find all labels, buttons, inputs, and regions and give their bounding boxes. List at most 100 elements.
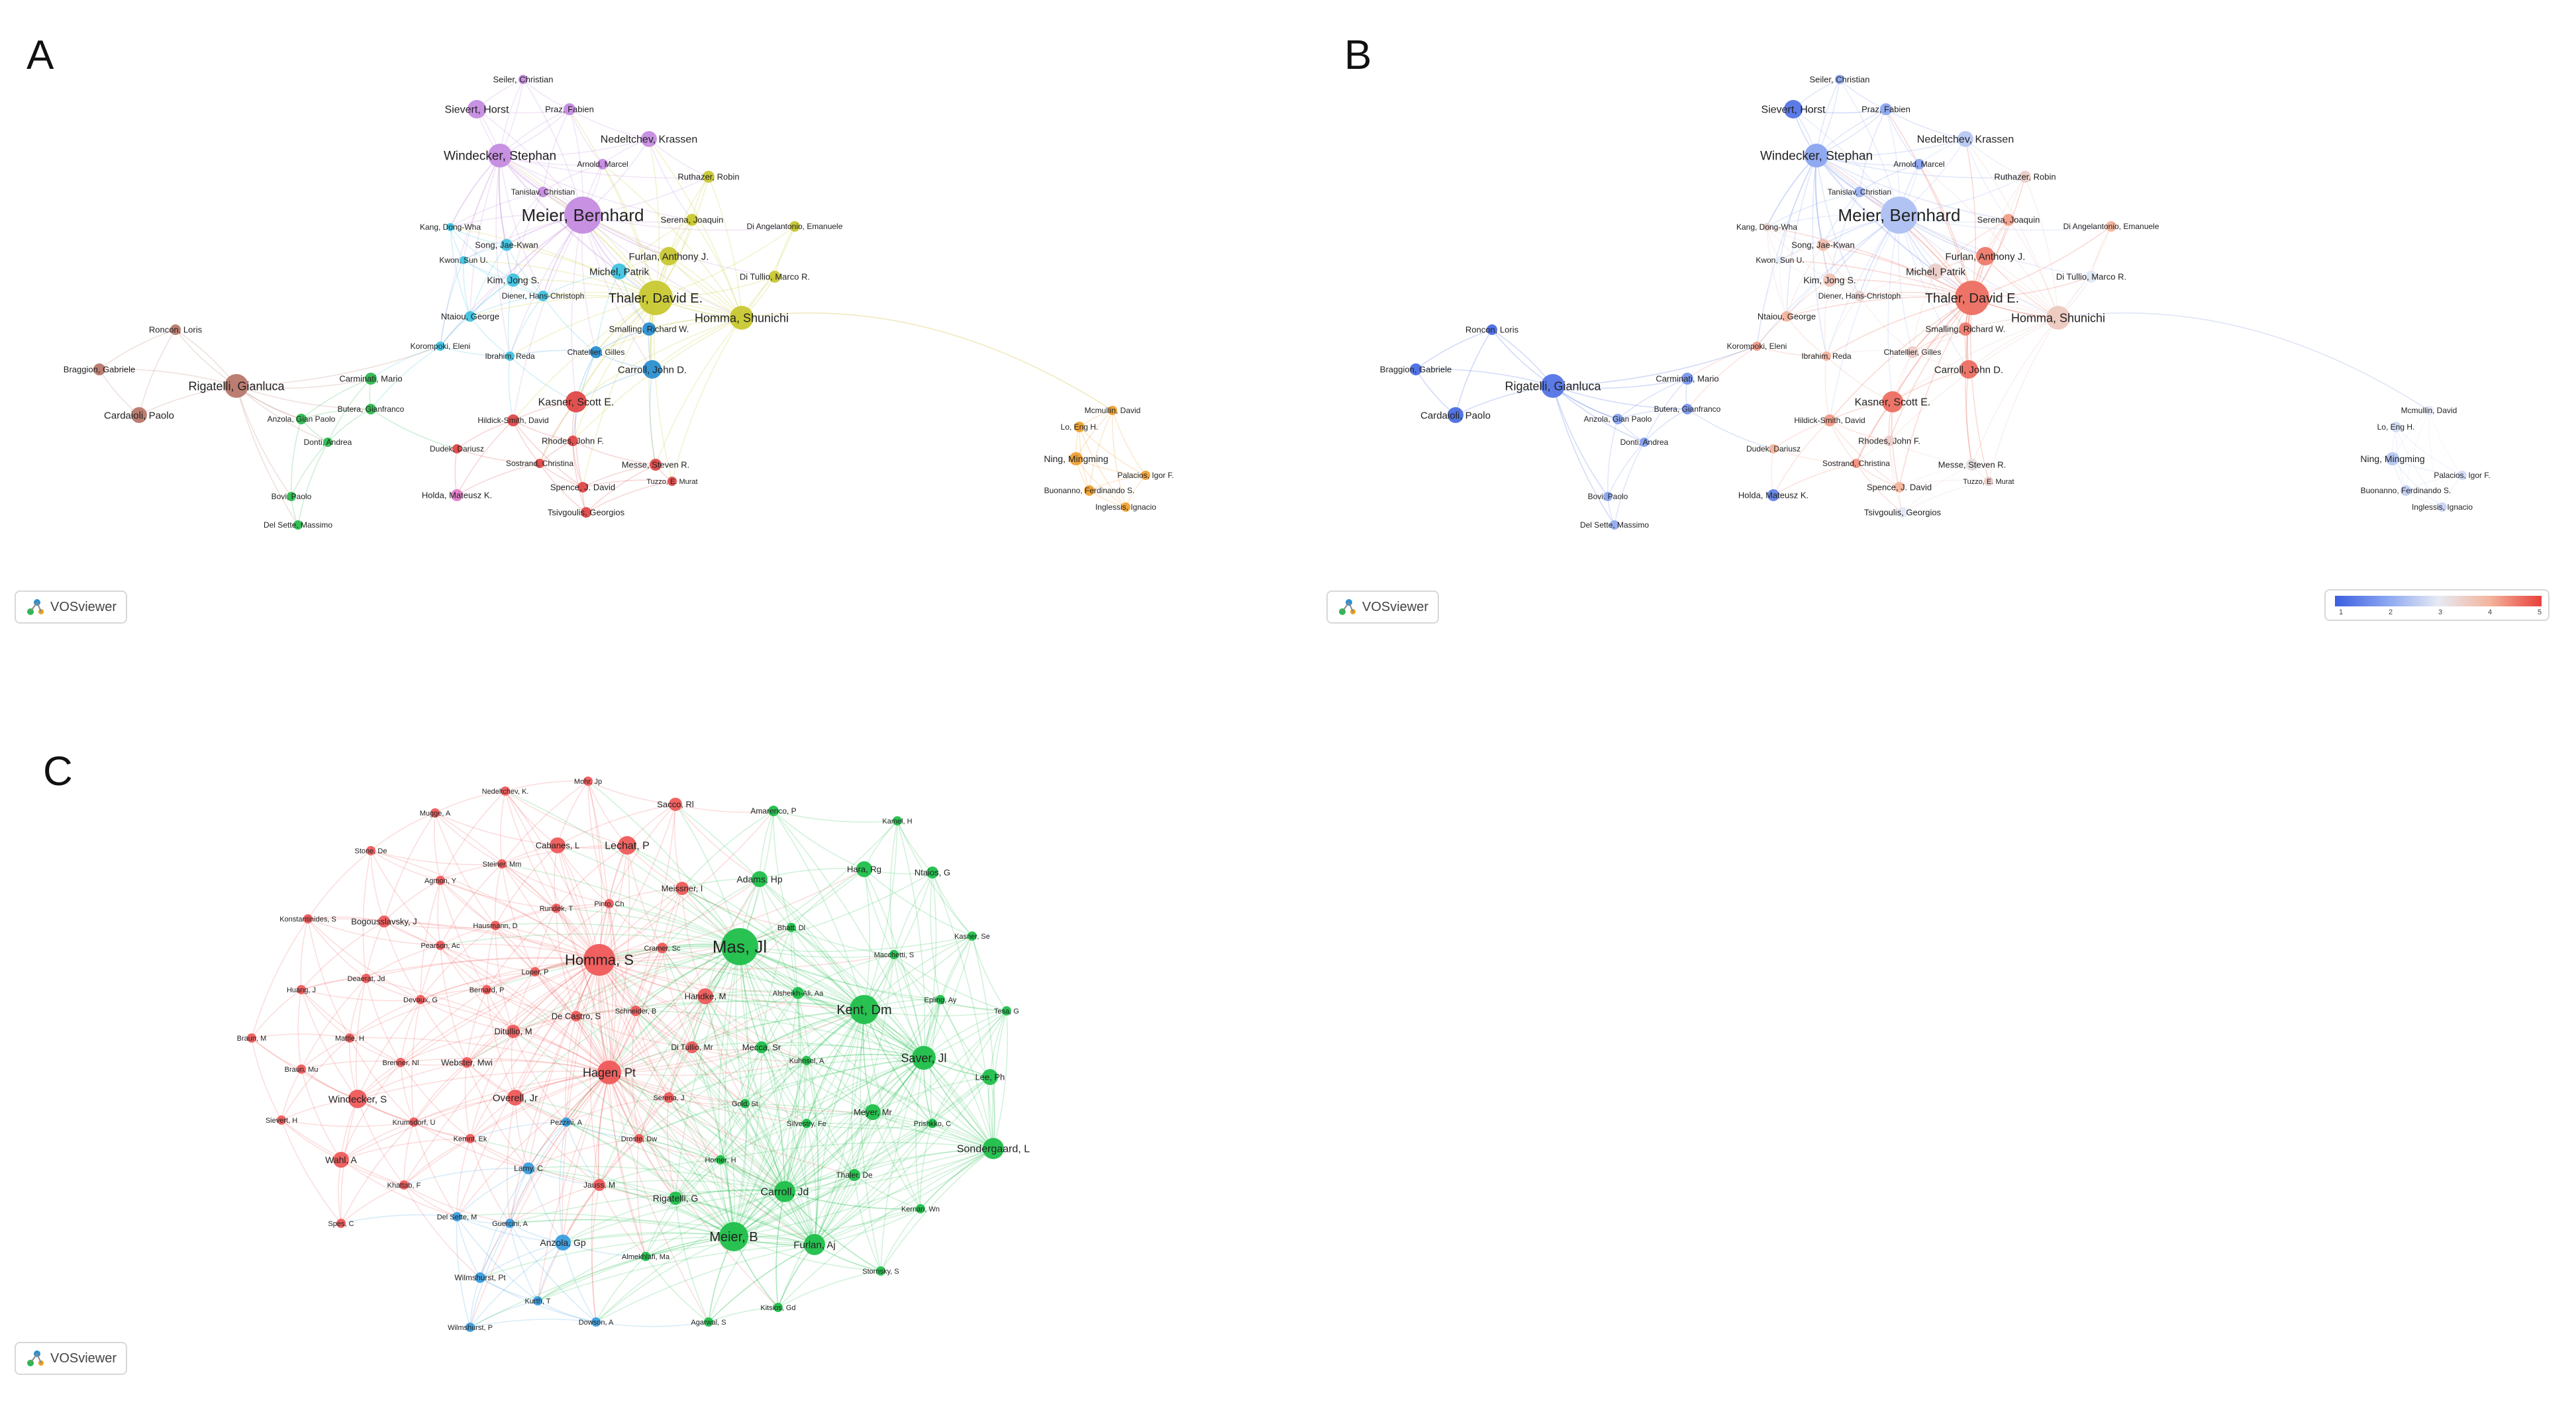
node-circle[interactable] xyxy=(802,1056,811,1065)
node-circle[interactable] xyxy=(2457,471,2467,480)
node-circle[interactable] xyxy=(802,1119,811,1128)
node-circle[interactable] xyxy=(366,846,375,855)
node-circle[interactable] xyxy=(507,1090,523,1106)
node-circle[interactable] xyxy=(491,921,500,930)
node-circle[interactable] xyxy=(1141,471,1150,480)
network-node[interactable]: Windecker, S xyxy=(328,1090,387,1108)
network-node[interactable]: Serena, Joaquin xyxy=(1977,214,2040,226)
network-node[interactable]: Hagen, Pt xyxy=(583,1061,636,1084)
node-circle[interactable] xyxy=(1448,407,1463,423)
network-node[interactable]: Devaux, G xyxy=(403,995,438,1004)
network-node[interactable]: Pezzini, A xyxy=(550,1117,583,1127)
network-node[interactable]: Ning, Mingming xyxy=(1044,452,1109,465)
node-circle[interactable] xyxy=(562,1117,571,1127)
node-circle[interactable] xyxy=(669,798,682,811)
network-node[interactable]: Serena, J xyxy=(653,1092,685,1103)
node-circle[interactable] xyxy=(535,459,544,468)
network-node[interactable]: Dudek, Dariusz xyxy=(1746,444,1801,453)
network-node[interactable]: Ntaios, G xyxy=(915,867,950,878)
node-circle[interactable] xyxy=(768,806,779,816)
node-circle[interactable] xyxy=(277,1115,286,1125)
node-circle[interactable] xyxy=(1984,477,1993,486)
node-circle[interactable] xyxy=(436,941,445,950)
network-node[interactable]: Braun, Mu xyxy=(285,1064,319,1074)
network-node[interactable]: Mecca, Sr xyxy=(742,1041,781,1053)
network-node[interactable]: Serena, Joaquin xyxy=(661,214,724,226)
node-circle[interactable] xyxy=(224,374,248,398)
network-node[interactable]: Messe, Steven R. xyxy=(622,459,690,471)
network-node[interactable]: Silvestry, Fe xyxy=(787,1119,826,1128)
node-circle[interactable] xyxy=(1084,485,1095,496)
network-node[interactable]: Nedeltchev, Krassen xyxy=(1917,131,2014,147)
network-node[interactable]: Hausmann, D xyxy=(473,921,518,930)
node-circle[interactable] xyxy=(522,1162,534,1174)
network-node[interactable]: Kuhnsel, A xyxy=(789,1056,824,1065)
network-node[interactable]: Ditullio, M xyxy=(494,1025,532,1038)
network-node[interactable]: Chatellier, Gilles xyxy=(568,346,625,358)
network-node[interactable]: Agarwal, S xyxy=(691,1317,726,1327)
node-circle[interactable] xyxy=(850,995,879,1024)
node-circle[interactable] xyxy=(1769,444,1778,453)
node-circle[interactable] xyxy=(657,943,668,953)
network-node[interactable]: Huang, J xyxy=(287,985,316,994)
network-node[interactable]: Kwon, Sun U. xyxy=(1756,256,1804,265)
network-node[interactable]: Mcmullin, David xyxy=(2401,406,2457,415)
network-node[interactable]: Almekhlafi, Ma xyxy=(622,1252,670,1261)
network-node[interactable]: Meyer, Mr xyxy=(854,1104,893,1120)
network-node[interactable]: Rhodes, John F. xyxy=(1858,436,1920,446)
network-node[interactable]: Macchetti, S xyxy=(874,950,915,959)
node-circle[interactable] xyxy=(297,985,306,994)
network-node[interactable]: Rhodes, John F. xyxy=(542,436,604,446)
network-node[interactable]: Rigatelli, Gianluca xyxy=(188,374,285,398)
node-circle[interactable] xyxy=(1002,1006,1011,1015)
node-circle[interactable] xyxy=(287,492,296,501)
network-node[interactable]: Thaler, David E. xyxy=(609,281,703,315)
node-circle[interactable] xyxy=(756,1041,768,1053)
node-circle[interactable] xyxy=(436,342,445,351)
node-circle[interactable] xyxy=(571,1011,581,1021)
node-circle[interactable] xyxy=(1928,263,1944,279)
network-node[interactable]: Song, Jae-Kwan xyxy=(475,239,538,251)
network-node[interactable]: Pinto, Ch xyxy=(594,899,624,908)
network-node[interactable]: Arnold, Marcel xyxy=(577,159,628,169)
node-circle[interactable] xyxy=(2019,171,2031,183)
node-circle[interactable] xyxy=(507,414,519,426)
node-circle[interactable] xyxy=(1881,197,1918,234)
network-node[interactable]: Kim, Jong S. xyxy=(487,273,540,287)
node-circle[interactable] xyxy=(323,438,332,447)
network-node[interactable]: Rigatelli, Gianluca xyxy=(1505,374,1602,398)
network-node[interactable]: Lo, Eng H. xyxy=(1061,422,1099,432)
network-node[interactable]: Jauss, M xyxy=(583,1179,615,1191)
network-node[interactable]: Sievert, Horst xyxy=(445,100,509,118)
node-circle[interactable] xyxy=(773,1303,783,1312)
node-circle[interactable] xyxy=(1541,374,1565,398)
network-node[interactable]: Seiler, Christian xyxy=(1809,75,1869,85)
network-node[interactable]: Del Sette, M xyxy=(437,1212,477,1221)
network-node[interactable]: Spence, J. David xyxy=(1867,482,1932,493)
node-circle[interactable] xyxy=(2391,422,2401,432)
network-node[interactable]: Adams, Hp xyxy=(736,871,783,887)
node-circle[interactable] xyxy=(530,967,540,976)
network-node[interactable]: Spes, C xyxy=(328,1219,354,1228)
node-circle[interactable] xyxy=(488,144,512,167)
network-node[interactable]: Carroll, Jd xyxy=(761,1181,809,1202)
node-circle[interactable] xyxy=(1108,406,1117,415)
network-node[interactable]: Tuzzo, E. Murat xyxy=(1963,477,2014,486)
node-circle[interactable] xyxy=(774,1181,795,1202)
node-circle[interactable] xyxy=(451,489,463,501)
node-circle[interactable] xyxy=(926,867,938,878)
node-circle[interactable] xyxy=(452,1212,462,1221)
node-circle[interactable] xyxy=(1822,352,1831,361)
network-node[interactable]: Rigatelli, G xyxy=(653,1192,698,1205)
node-circle[interactable] xyxy=(538,187,548,197)
node-circle[interactable] xyxy=(297,1064,306,1074)
node-circle[interactable] xyxy=(568,436,578,446)
node-circle[interactable] xyxy=(703,171,715,183)
network-node[interactable]: Epling, Ay xyxy=(924,995,957,1004)
node-circle[interactable] xyxy=(1781,311,1792,322)
network-node[interactable]: Wilmshurst, Pt xyxy=(454,1272,506,1283)
network-node[interactable]: Windecker, Stephan xyxy=(1760,144,1873,167)
network-node[interactable]: Chatellier, Gilles xyxy=(1884,346,1942,358)
node-circle[interactable] xyxy=(1069,452,1083,465)
network-node[interactable]: Di Tullio, Marco R. xyxy=(2056,271,2126,283)
